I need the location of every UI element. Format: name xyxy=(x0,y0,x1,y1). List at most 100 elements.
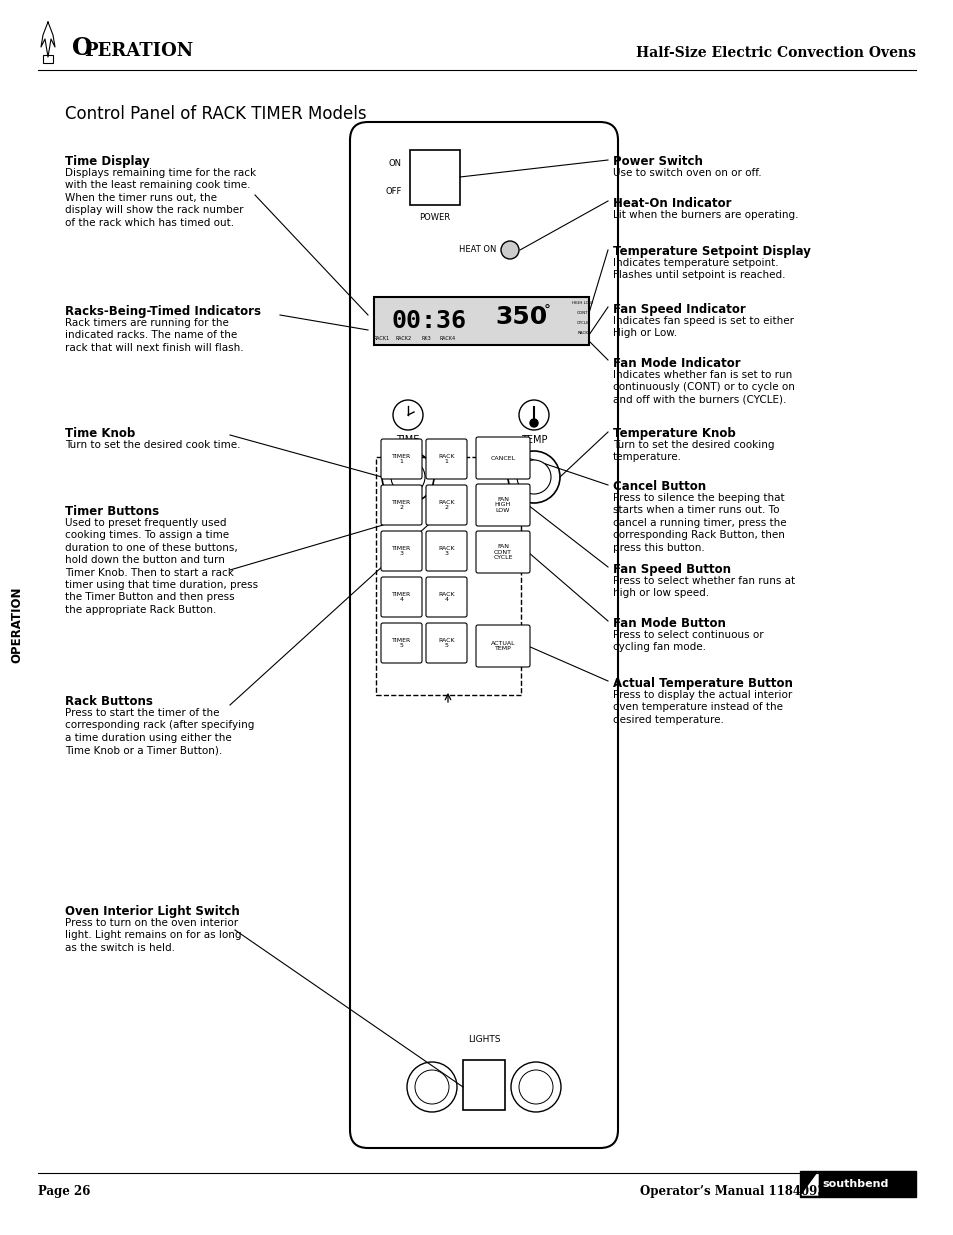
Circle shape xyxy=(407,1062,456,1112)
Circle shape xyxy=(393,400,422,430)
Text: Press to select continuous or
cycling fan mode.: Press to select continuous or cycling fa… xyxy=(613,630,762,652)
Text: RACK: RACK xyxy=(577,331,588,335)
Text: Displays remaining time for the rack
with the least remaining cook time.
When th: Displays remaining time for the rack wit… xyxy=(65,168,255,227)
Bar xyxy=(410,149,459,205)
Text: RACK
2: RACK 2 xyxy=(437,500,455,510)
Text: Fan Mode Button: Fan Mode Button xyxy=(613,618,725,630)
Text: TIMER
3: TIMER 3 xyxy=(392,546,411,556)
Text: Turn to set the desired cooking
temperature.: Turn to set the desired cooking temperat… xyxy=(613,440,774,462)
Text: Control Panel of RACK TIMER Models: Control Panel of RACK TIMER Models xyxy=(65,105,366,124)
Text: TIMER
2: TIMER 2 xyxy=(392,500,411,510)
Text: Indicates fan speed is set to either
High or Low.: Indicates fan speed is set to either Hig… xyxy=(613,316,793,338)
Text: RACK
5: RACK 5 xyxy=(437,637,455,648)
FancyBboxPatch shape xyxy=(426,438,467,479)
Text: Time Knob: Time Knob xyxy=(65,427,135,440)
Text: °: ° xyxy=(543,304,550,317)
Text: RACK
4: RACK 4 xyxy=(437,592,455,603)
Text: Use to switch oven on or off.: Use to switch oven on or off. xyxy=(613,168,760,178)
Text: 00:36: 00:36 xyxy=(391,309,466,333)
Text: Press to display the actual interior
oven temperature instead of the
desired tem: Press to display the actual interior ove… xyxy=(613,690,791,725)
Text: Oven Interior Light Switch: Oven Interior Light Switch xyxy=(65,905,239,918)
Text: POWER: POWER xyxy=(419,212,450,222)
FancyBboxPatch shape xyxy=(476,484,530,526)
FancyBboxPatch shape xyxy=(350,122,618,1149)
Text: O: O xyxy=(71,36,92,61)
Text: Timer Buttons: Timer Buttons xyxy=(65,505,159,517)
Circle shape xyxy=(511,1062,560,1112)
Text: Cancel Button: Cancel Button xyxy=(613,480,705,493)
Text: southbend: southbend xyxy=(821,1179,887,1189)
Bar xyxy=(462,1060,504,1110)
Text: Heat-On Indicator: Heat-On Indicator xyxy=(613,198,731,210)
Text: Racks-Being-Timed Indicators: Racks-Being-Timed Indicators xyxy=(65,305,261,317)
FancyBboxPatch shape xyxy=(380,438,421,479)
Text: Indicates temperature setpoint.
Flashes until setpoint is reached.: Indicates temperature setpoint. Flashes … xyxy=(613,258,784,280)
Text: Temperature Knob: Temperature Knob xyxy=(613,427,735,440)
Circle shape xyxy=(517,459,551,494)
Circle shape xyxy=(500,241,518,259)
FancyBboxPatch shape xyxy=(426,622,467,663)
Text: TIMER
4: TIMER 4 xyxy=(392,592,411,603)
Text: Used to preset frequently used
cooking times. To assign a time
duration to one o: Used to preset frequently used cooking t… xyxy=(65,517,258,615)
Text: Rack Buttons: Rack Buttons xyxy=(65,695,152,708)
FancyBboxPatch shape xyxy=(380,485,421,525)
Text: Lit when the burners are operating.: Lit when the burners are operating. xyxy=(613,210,798,220)
Text: Press to select whether fan runs at
high or low speed.: Press to select whether fan runs at high… xyxy=(613,576,794,599)
FancyBboxPatch shape xyxy=(476,437,530,479)
Text: RACK2: RACK2 xyxy=(395,336,412,341)
Text: TIME: TIME xyxy=(395,435,419,445)
Text: CONT: CONT xyxy=(577,311,588,315)
Text: Temperature Setpoint Display: Temperature Setpoint Display xyxy=(613,245,810,258)
Text: FAN
CONT
CYCLE: FAN CONT CYCLE xyxy=(493,545,512,559)
Text: PERATION: PERATION xyxy=(84,42,193,61)
Bar xyxy=(375,457,520,695)
FancyBboxPatch shape xyxy=(380,531,421,571)
Text: TIMER
5: TIMER 5 xyxy=(392,637,411,648)
Bar xyxy=(374,296,588,345)
Circle shape xyxy=(391,459,424,494)
Bar xyxy=(43,56,53,63)
Text: Press to silence the beeping that
starts when a timer runs out. To
cancel a runn: Press to silence the beeping that starts… xyxy=(613,493,786,552)
Circle shape xyxy=(415,1070,449,1104)
Text: Power Switch: Power Switch xyxy=(613,156,702,168)
Text: Half-Size Electric Convection Ovens: Half-Size Electric Convection Ovens xyxy=(636,46,915,61)
FancyBboxPatch shape xyxy=(380,577,421,618)
Circle shape xyxy=(381,451,434,503)
Text: OPERATION: OPERATION xyxy=(10,587,24,663)
Circle shape xyxy=(518,1070,553,1104)
FancyBboxPatch shape xyxy=(426,577,467,618)
Text: CANCEL: CANCEL xyxy=(490,456,515,461)
Circle shape xyxy=(530,419,537,427)
Text: Operator’s Manual 1184093: Operator’s Manual 1184093 xyxy=(639,1186,824,1198)
Text: Fan Speed Button: Fan Speed Button xyxy=(613,563,730,576)
FancyBboxPatch shape xyxy=(476,531,530,573)
Text: TEMP: TEMP xyxy=(520,435,547,445)
Text: LIGHTS: LIGHTS xyxy=(467,1035,499,1044)
Text: Indicates whether fan is set to run
continuously (CONT) or to cycle on
and off w: Indicates whether fan is set to run cont… xyxy=(613,370,794,405)
Text: RK3: RK3 xyxy=(420,336,431,341)
Text: Press to start the timer of the
corresponding rack (after specifying
a time dura: Press to start the timer of the correspo… xyxy=(65,708,254,755)
Text: Press to turn on the oven interior
light. Light remains on for as long
as the sw: Press to turn on the oven interior light… xyxy=(65,918,241,952)
Text: ON: ON xyxy=(389,159,401,168)
Circle shape xyxy=(518,400,548,430)
Text: TIMER
1: TIMER 1 xyxy=(392,453,411,464)
Text: 350: 350 xyxy=(496,305,548,329)
Circle shape xyxy=(507,451,559,503)
FancyBboxPatch shape xyxy=(426,485,467,525)
Text: CYCLE: CYCLE xyxy=(576,321,589,325)
Text: FAN
HIGH
LOW: FAN HIGH LOW xyxy=(495,498,511,513)
Text: RACK1: RACK1 xyxy=(374,336,390,341)
Text: HEAT ON: HEAT ON xyxy=(458,246,496,254)
Text: Fan Mode Indicator: Fan Mode Indicator xyxy=(613,357,740,370)
Text: OFF: OFF xyxy=(385,186,401,196)
Text: Actual Temperature Button: Actual Temperature Button xyxy=(613,677,792,690)
Bar xyxy=(800,1171,915,1197)
Text: Rack timers are running for the
indicated racks. The name of the
rack that will : Rack timers are running for the indicate… xyxy=(65,317,243,353)
FancyBboxPatch shape xyxy=(476,625,530,667)
FancyBboxPatch shape xyxy=(426,531,467,571)
Text: ACTUAL
TEMP: ACTUAL TEMP xyxy=(490,641,515,651)
FancyBboxPatch shape xyxy=(380,622,421,663)
Text: Page 26: Page 26 xyxy=(38,1186,91,1198)
Text: RACK
3: RACK 3 xyxy=(437,546,455,556)
Text: Time Display: Time Display xyxy=(65,156,150,168)
